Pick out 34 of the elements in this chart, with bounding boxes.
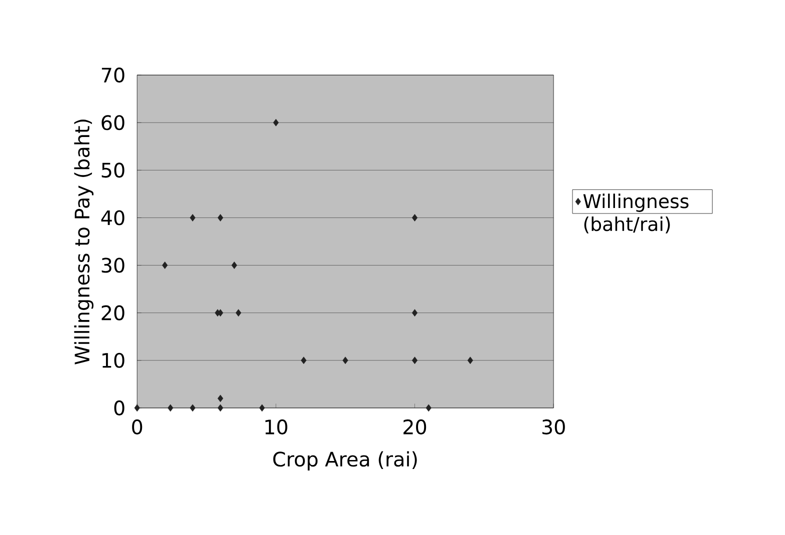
point [162,262,168,270]
legend-label: Willingness (baht/rai) [583,194,688,234]
y-tick-label: 20 [102,305,124,320]
point [412,356,418,364]
y-tick-label: 10 [102,352,124,368]
x-tick-label: 30 [542,420,565,435]
point [236,309,242,317]
x-tick-label: 10 [265,420,288,435]
point [218,214,224,222]
x-tick-label: 20 [404,420,426,435]
point [218,404,224,412]
point [134,404,140,412]
point [190,404,196,412]
y-axis-title: Willingness to Pay (baht) [74,120,94,365]
point [190,214,196,222]
point [259,404,265,412]
point [412,214,418,222]
y-tick-label: 70 [102,68,124,83]
point [342,356,348,364]
y-tick-label: 0 [114,400,124,416]
x-tick-label: 0 [132,420,142,435]
point [412,309,418,317]
point [168,404,174,412]
point [426,404,432,412]
point [273,119,279,126]
point [300,356,306,364]
y-tick-label: 30 [102,258,124,273]
point [467,356,474,364]
point [218,394,224,402]
x-axis-title: Crop Area (rai) [273,451,417,471]
point [231,262,238,270]
y-tick-label: 40 [101,210,124,226]
y-tick-label: 50 [102,162,124,178]
y-tick-label: 60 [102,115,124,130]
